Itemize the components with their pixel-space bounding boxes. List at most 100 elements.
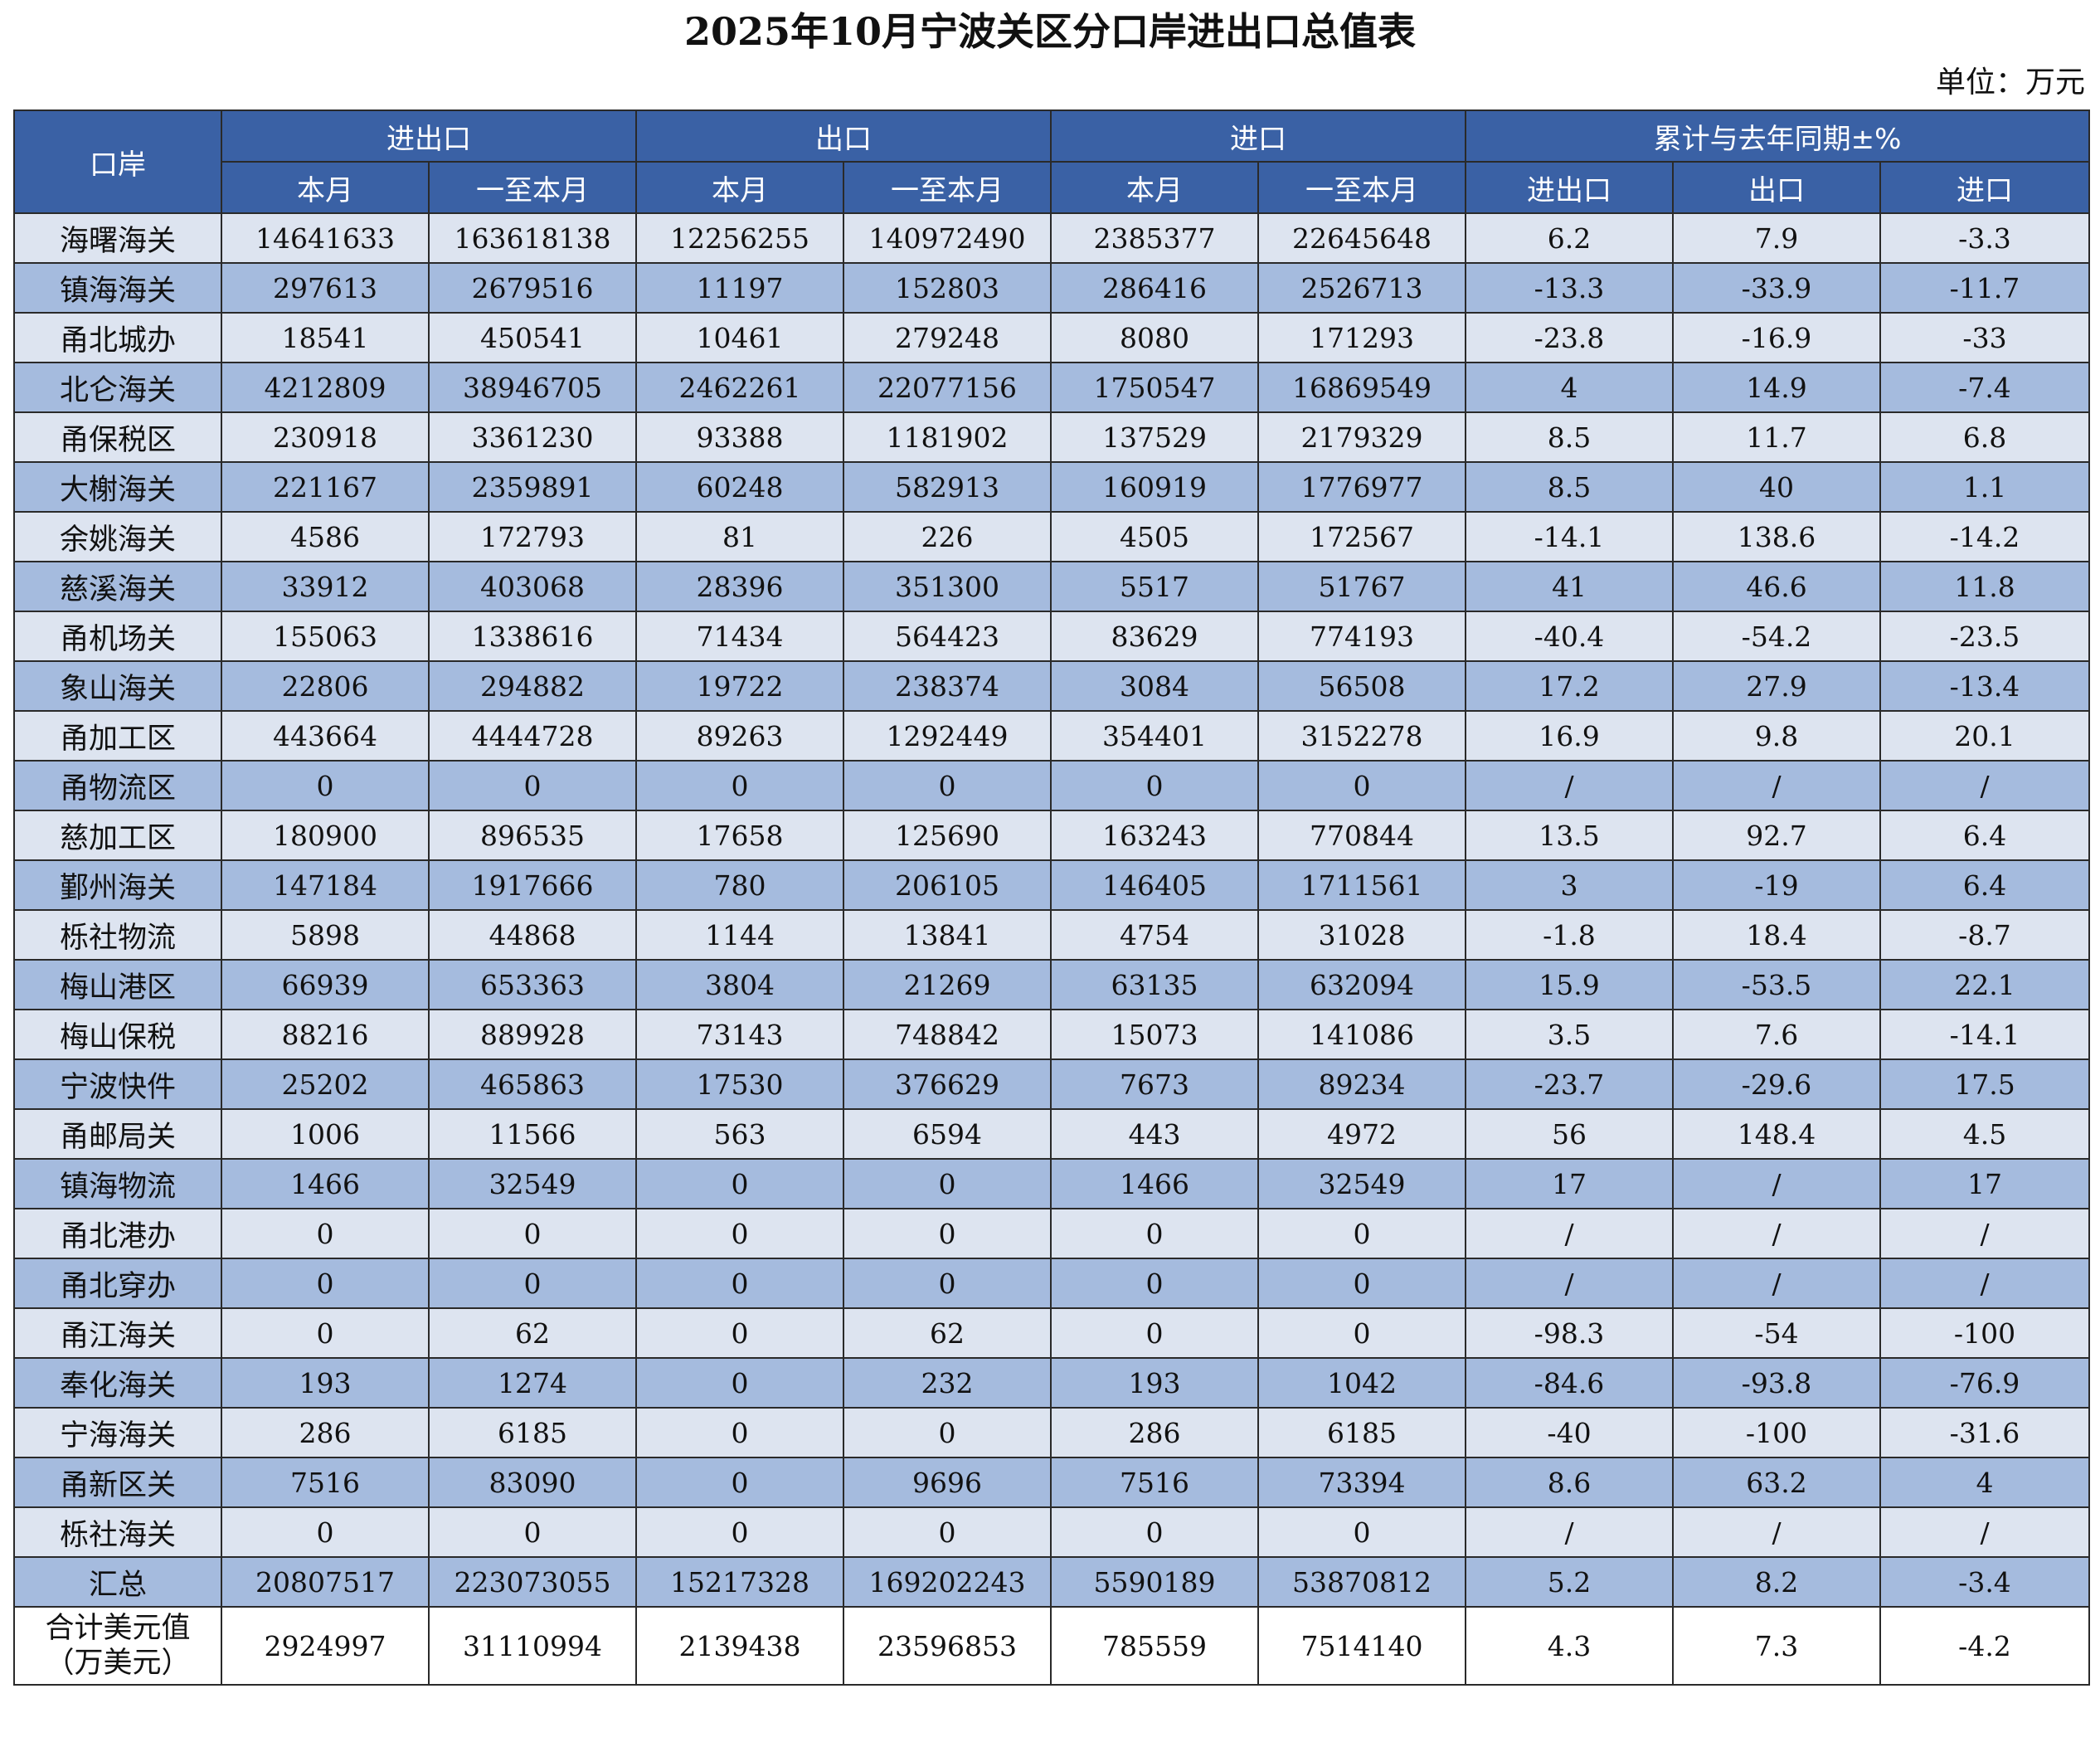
table-cell: 0 — [635, 1457, 844, 1508]
table-cell: 0 — [1257, 1307, 1466, 1359]
table-row: 余姚海关 4586 172793 81 226 4505 172567 -14.1 138.6-… — [13, 511, 2090, 562]
usd-name-line2: （万美元） — [45, 1647, 191, 1680]
page-title: 2025年10月宁波关区分口岸进出口总值表 — [683, 9, 1417, 54]
table-cell: 2526713 — [1257, 262, 1466, 314]
table-cell: 1711561 — [1257, 859, 1466, 911]
table-cell: -53.5 — [1672, 959, 1881, 1010]
table-cell: 226 — [843, 511, 1052, 562]
table-cell: 17 — [1879, 1158, 2090, 1209]
table-cell: 653363 — [428, 959, 637, 1010]
table-cell: 169202243 — [843, 1556, 1052, 1608]
table-cell: 0 — [221, 1506, 430, 1558]
row-name: 甬江海关 — [13, 1307, 222, 1359]
table-cell: 10461 — [635, 312, 844, 363]
table-cell: 83090 — [428, 1457, 637, 1508]
table-cell: 25202 — [221, 1058, 430, 1110]
table-cell: 180900 — [221, 810, 430, 861]
table-cell: -54 — [1672, 1307, 1881, 1359]
table-cell: 89263 — [635, 710, 844, 762]
table-cell: 286 — [1050, 1407, 1259, 1458]
table-cell: 206105 — [843, 859, 1052, 911]
table-cell: -33.9 — [1672, 262, 1881, 314]
table-cell: 163618138 — [428, 212, 637, 264]
table-cell: 0 — [635, 1158, 844, 1209]
table-cell: 160919 — [1050, 461, 1259, 513]
table-cell: 3152278 — [1257, 710, 1466, 762]
table-cell: 1917666 — [428, 859, 637, 911]
table-row: 宁海海关 286 6185 0 0 286 6185 -40 -100 -31.6 — [13, 1407, 2090, 1458]
table-cell: 297613 — [221, 262, 430, 314]
table-cell: 230918 — [221, 411, 430, 463]
table-cell: 1338616 — [428, 611, 637, 662]
table-row: 甬北港办 0 0 0 0 0 0// / — [13, 1208, 2090, 1259]
table-row: 海曙海关 14641633 163618138 12256255 140972490 23… — [13, 212, 2090, 264]
table-cell: 172793 — [428, 511, 637, 562]
table-cell: 40 — [1672, 461, 1881, 513]
table-cell: -23.7 — [1465, 1058, 1674, 1110]
table-cell: 0 — [1257, 1208, 1466, 1259]
table-cell: / — [1465, 760, 1674, 811]
table-cell: 0 — [1050, 760, 1259, 811]
table-cell: 62 — [428, 1307, 637, 1359]
table-cell: 19722 — [635, 660, 844, 712]
table-cell: 8.2 — [1672, 1556, 1881, 1608]
table-cell: 785559 — [1050, 1606, 1259, 1686]
table-cell: 9.8 — [1672, 710, 1881, 762]
header-group-yoy: 累计与去年同期±% — [1465, 109, 2090, 163]
row-name: 栎社物流 — [13, 909, 222, 961]
table-cell: 0 — [1050, 1258, 1259, 1309]
table-cell: 0 — [635, 1357, 844, 1409]
table-cell: 56 — [1465, 1108, 1674, 1160]
table-cell: -40.4 — [1465, 611, 1674, 662]
table-cell: 294882 — [428, 660, 637, 712]
table-row-usd-total: 合计美元值 （万美元） 2924997 31110994 2139438 235… — [13, 1606, 2090, 1686]
table-cell: / — [1672, 1506, 1881, 1558]
table-cell: 0 — [1257, 760, 1466, 811]
table-cell: 5517 — [1050, 561, 1259, 612]
table-cell: -100 — [1879, 1307, 2090, 1359]
table-cell: 4212809 — [221, 362, 430, 413]
table-cell: 3 — [1465, 859, 1674, 911]
table-cell: / — [1465, 1208, 1674, 1259]
table-cell: 8.5 — [1465, 461, 1674, 513]
table-cell: -7.4 — [1879, 362, 2090, 413]
row-name: 甬邮局关 — [13, 1108, 222, 1160]
table-row: 栎社海关 0 0 0 0 0 0// / — [13, 1506, 2090, 1558]
table-cell: 0 — [635, 1307, 844, 1359]
table-row: 大榭海关 221167 2359891 60248 582913 160919 177697… — [13, 461, 2090, 513]
table-cell: 1181902 — [843, 411, 1052, 463]
table-cell: 147184 — [221, 859, 430, 911]
table-cell: 2924997 — [221, 1606, 430, 1686]
row-name: 合计美元值 （万美元） — [13, 1606, 222, 1686]
table-cell: 148.4 — [1672, 1108, 1881, 1160]
table-cell: 279248 — [843, 312, 1052, 363]
row-name: 宁波快件 — [13, 1058, 222, 1110]
table-cell: 3361230 — [428, 411, 637, 463]
header-sub: 进口 — [1879, 161, 2090, 214]
table-cell: 4 — [1879, 1457, 2090, 1508]
table-cell: -98.3 — [1465, 1307, 1674, 1359]
table-cell: -16.9 — [1672, 312, 1881, 363]
table-cell: 33912 — [221, 561, 430, 612]
table-cell: 0 — [221, 1208, 430, 1259]
table-cell: 7673 — [1050, 1058, 1259, 1110]
table-cell: 22077156 — [843, 362, 1052, 413]
table-cell: -8.7 — [1879, 909, 2090, 961]
table-cell: 774193 — [1257, 611, 1466, 662]
table-cell: 896535 — [428, 810, 637, 861]
table-cell: 0 — [635, 760, 844, 811]
row-name: 海曙海关 — [13, 212, 222, 264]
table-row: 梅山保税 88216 889928 73143 748842 15073 141086 3.5… — [13, 1009, 2090, 1060]
table-cell: 20807517 — [221, 1556, 430, 1608]
table-cell: 63.2 — [1672, 1457, 1881, 1508]
table-cell: 73394 — [1257, 1457, 1466, 1508]
table-cell: 632094 — [1257, 959, 1466, 1010]
table-cell: 354401 — [1050, 710, 1259, 762]
table-cell: 376629 — [843, 1058, 1052, 1110]
table-cell: 450541 — [428, 312, 637, 363]
header-sub: 本月 — [635, 161, 844, 214]
table-cell: 563 — [635, 1108, 844, 1160]
table-cell: 41 — [1465, 561, 1674, 612]
table-cell: -33 — [1879, 312, 2090, 363]
table-cell: 63135 — [1050, 959, 1259, 1010]
